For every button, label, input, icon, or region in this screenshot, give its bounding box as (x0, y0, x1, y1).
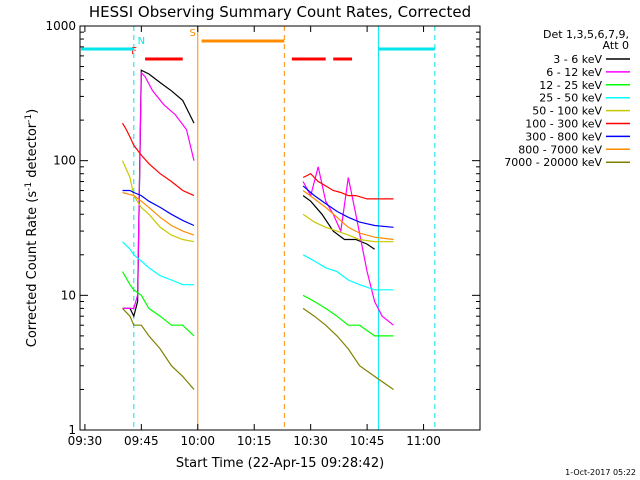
x-tick-label-4: 10:30 (293, 434, 328, 448)
series-layer (121, 69, 394, 390)
legend-label-0: 3 - 6 keV (553, 53, 602, 66)
x-tick-label-2: 10:00 (180, 434, 215, 448)
series-line-2-seg-0 (121, 271, 195, 337)
x-tick-label-0: 09:30 (68, 434, 103, 448)
chart-title: HESSI Observing Summary Count Rates, Cor… (89, 3, 471, 21)
flag-f-label: F (131, 46, 137, 57)
series-line-5-seg-1 (302, 172, 394, 200)
flag-markers: FN S (81, 28, 435, 61)
y-tick-label-3: 1000 (45, 19, 76, 33)
x-tick-label-1: 09:45 (124, 434, 159, 448)
x-axis-label: Start Time (22-Apr-15 09:28:42) (176, 456, 384, 471)
y-tick-label-1: 10 (61, 288, 76, 302)
y-tick-label-2: 100 (53, 154, 76, 168)
legend-label-2: 12 - 25 keV (539, 79, 602, 92)
legend-label-6: 300 - 800 keV (525, 130, 602, 143)
x-axis-ticks: 09:30 09:45 10:00 10:15 10:30 10:45 11:00 (68, 26, 441, 448)
flag-s-label: S (190, 28, 196, 39)
series-line-1-seg-1 (302, 166, 394, 326)
x-tick-label-5: 10:45 (350, 434, 385, 448)
series-line-7-seg-1 (302, 190, 394, 241)
legend-label-7: 800 - 7000 keV (518, 143, 602, 156)
series-line-7-seg-0 (122, 191, 195, 236)
flag-n-label: N (138, 36, 145, 47)
y-axis-ticks: 1 10 100 1000 (45, 19, 480, 437)
y-axis-label: Corrected Count Rate (s-1 detector-1) (24, 109, 40, 347)
legend-label-4: 50 - 100 keV (532, 105, 602, 118)
footer-timestamp: 1-Oct-2017 05:22 (565, 468, 636, 477)
y-tick-label-0: 1 (68, 423, 76, 437)
series-line-5-seg-0 (121, 122, 195, 197)
series-line-4-seg-1 (302, 213, 394, 243)
legend-label-5: 100 - 300 keV (525, 118, 602, 131)
x-tick-label-6: 11:00 (406, 434, 441, 448)
series-line-1-seg-0 (122, 71, 195, 309)
series-line-0-seg-1 (302, 195, 375, 250)
series-line-6-seg-1 (302, 185, 394, 228)
series-line-3-seg-0 (122, 241, 194, 286)
plot-frame (79, 25, 481, 431)
legend-header-1: Att 0 (603, 39, 629, 52)
series-line-2-seg-1 (302, 294, 394, 337)
series-line-3-seg-1 (302, 254, 394, 291)
vertical-markers (133, 26, 436, 430)
legend-label-1: 6 - 12 keV (546, 66, 602, 79)
series-line-4-seg-0 (121, 160, 195, 243)
legend-label-3: 25 - 50 keV (539, 92, 602, 105)
legend-label-8: 7000 - 20000 keV (504, 156, 602, 169)
series-line-8-seg-1 (302, 307, 394, 390)
series-line-0-seg-0 (122, 69, 195, 318)
legend-header-0: Det 1,3,5,6,7,9, (543, 28, 629, 41)
series-line-6-seg-0 (122, 189, 195, 227)
series-line-8-seg-0 (122, 307, 195, 390)
x-tick-label-3: 10:15 (237, 434, 272, 448)
